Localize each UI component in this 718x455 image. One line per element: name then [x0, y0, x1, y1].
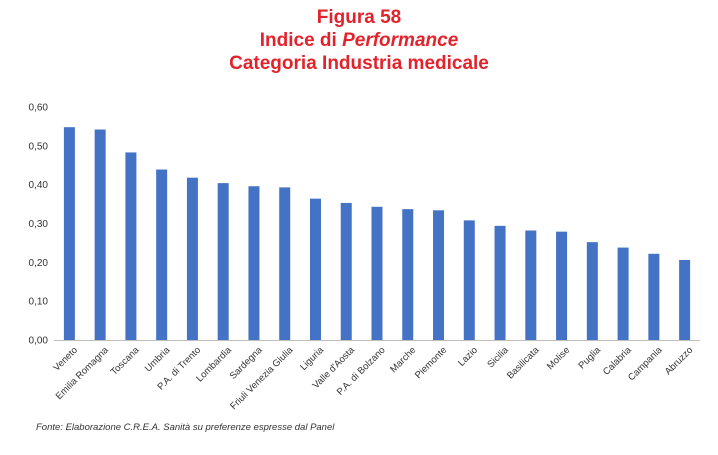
title-line-2-italic: Performance [342, 30, 459, 51]
y-tick-label: 0,20 [29, 258, 49, 269]
bar [371, 206, 383, 340]
x-tick-label: Liguria [298, 344, 326, 372]
bar [309, 198, 321, 340]
bar [679, 260, 691, 340]
x-tick-label: Piemonte [413, 345, 449, 381]
y-tick-label: 0,30 [29, 219, 49, 230]
bar [402, 209, 414, 340]
y-axis-labels: 0,00 0,10 0,20 0,30 0,40 0,50 0,60 [29, 103, 49, 347]
y-tick-label: 0,10 [29, 297, 49, 308]
source-note: Fonte: Elaborazione C.R.E.A. Sanità su p… [36, 422, 335, 433]
y-tick-label: 0,60 [29, 103, 49, 114]
bar [340, 202, 352, 340]
title-line-1: Figura 58 [316, 7, 402, 28]
y-tick-label: 0,00 [29, 336, 49, 347]
bar [156, 169, 168, 340]
bar [525, 230, 537, 340]
x-tick-label: Veneto [51, 345, 80, 374]
bar [217, 183, 229, 340]
bar [279, 187, 291, 340]
x-tick-label: Campania [626, 344, 665, 383]
bar [186, 177, 198, 340]
bar [617, 247, 629, 340]
title-line-3: Categoria Industria medicale [229, 53, 489, 74]
bar [494, 225, 506, 340]
bar [125, 152, 137, 340]
bar [433, 210, 445, 340]
bar [63, 127, 75, 341]
y-tick-label: 0,50 [29, 141, 49, 152]
x-tick-label: Lazio [456, 345, 480, 369]
title-line-2-prefix: Indice di [259, 30, 343, 51]
x-tick-label: Abruzzo [663, 345, 695, 377]
x-tick-label: Sicilia [485, 344, 511, 370]
x-tick-label: Marche [388, 345, 418, 375]
title-line-2: Indice di Performance [0, 29, 718, 52]
bars [63, 127, 691, 341]
x-tick-label: Molise [545, 345, 572, 372]
bar [648, 253, 660, 340]
x-tick-label: Basilicata [505, 344, 542, 381]
bar [94, 129, 106, 340]
bar [248, 186, 260, 340]
chart-title: Figura 58 Indice di Performance Categori… [0, 6, 718, 75]
y-tick-label: 0,40 [29, 180, 49, 191]
x-tick-label: Umbria [143, 344, 173, 374]
x-tick-label: Puglia [577, 344, 604, 371]
bar [586, 242, 598, 340]
x-tick-label: Toscana [109, 344, 142, 377]
bar [556, 231, 568, 340]
bar [463, 220, 475, 340]
x-tick-label: Emilia Romagna [54, 344, 112, 402]
